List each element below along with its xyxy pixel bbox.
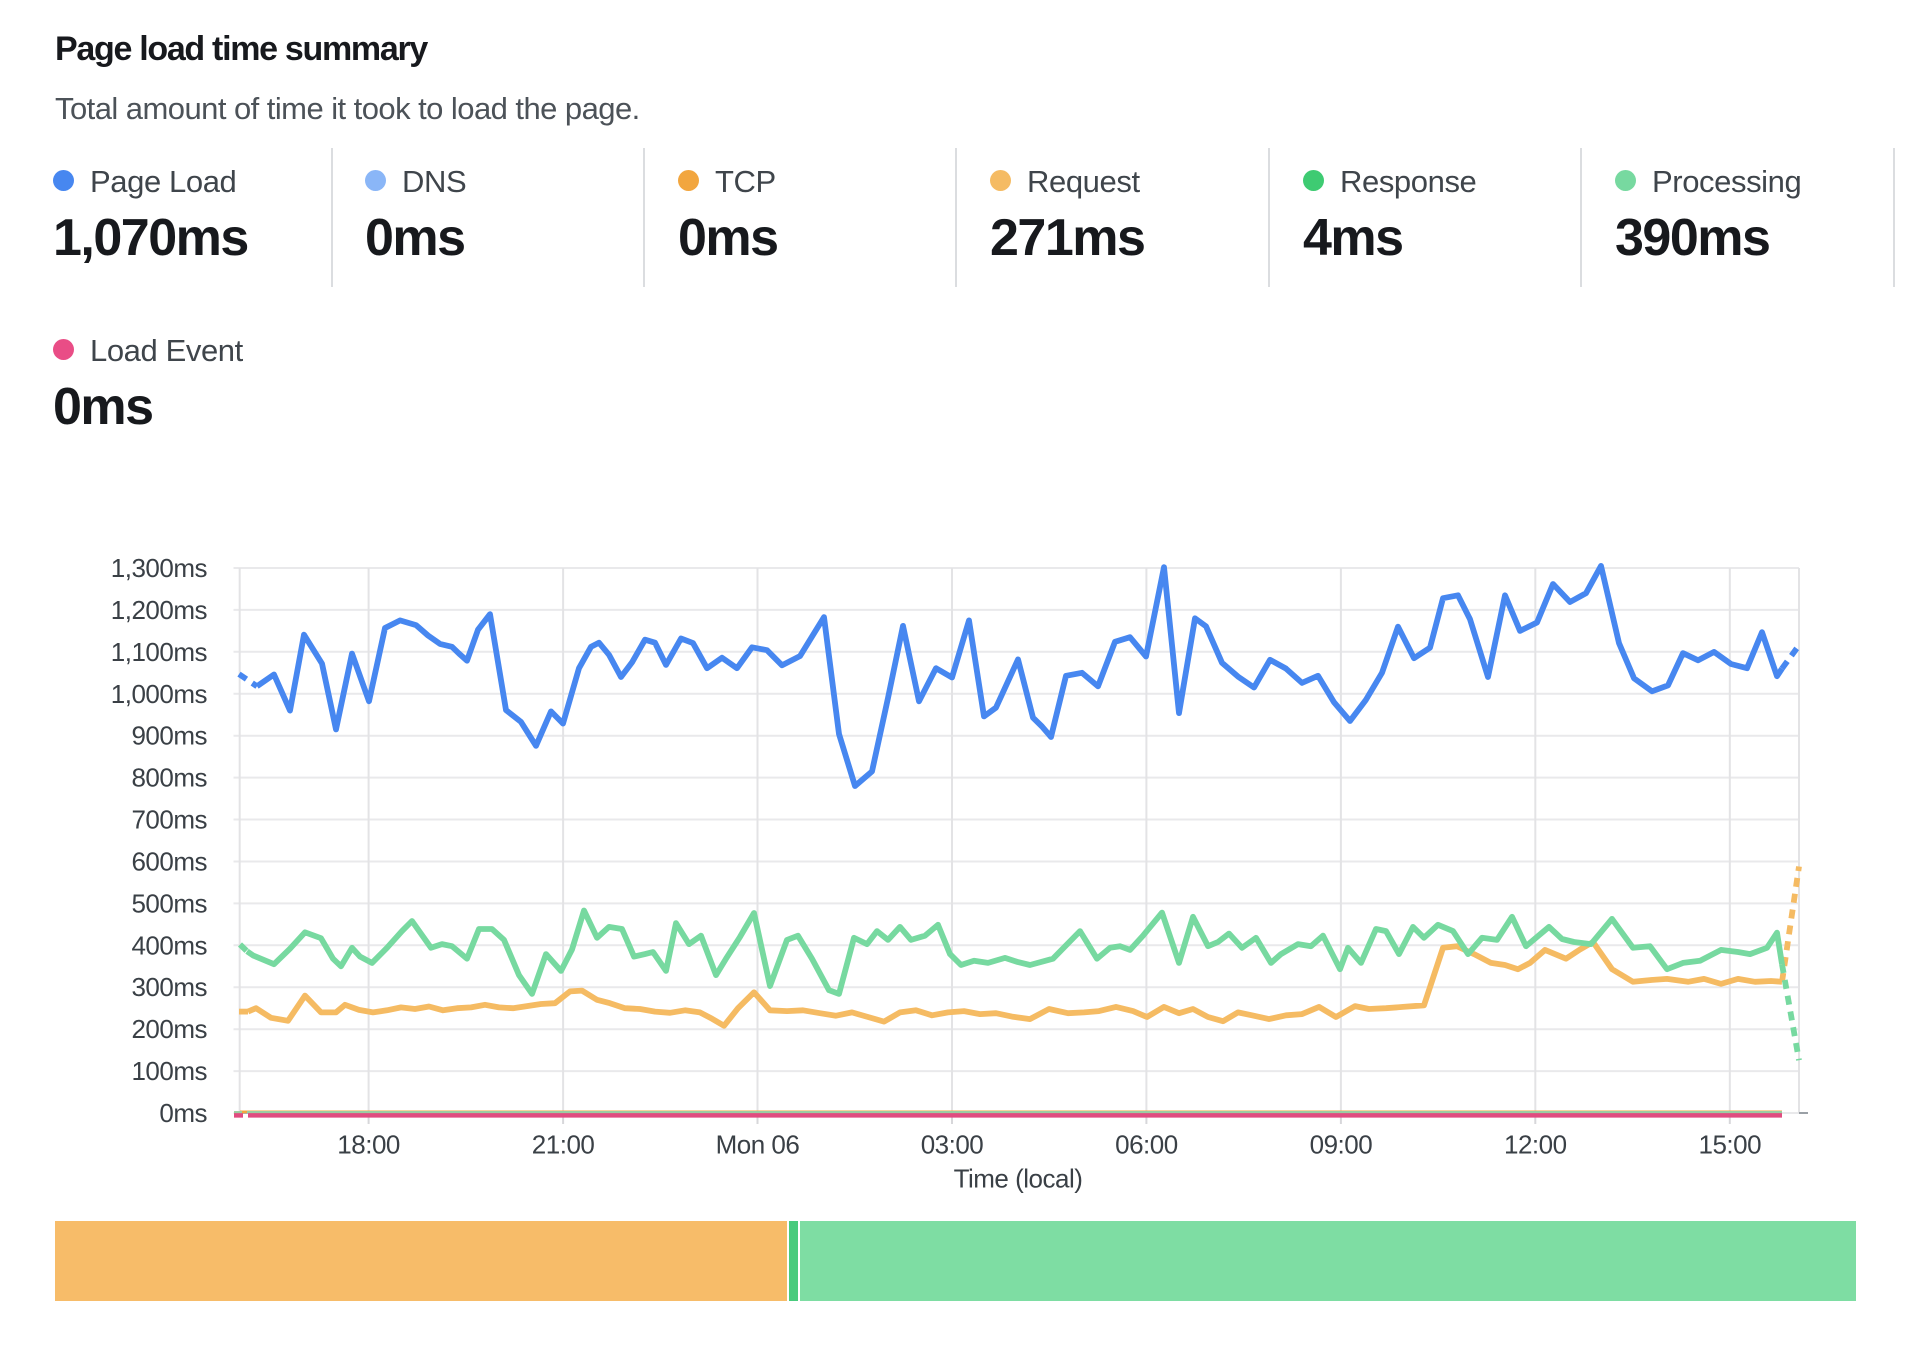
svg-text:0ms: 0ms (159, 1098, 207, 1128)
svg-text:1,000ms: 1,000ms (111, 679, 208, 709)
svg-text:800ms: 800ms (131, 763, 207, 793)
svg-text:06:00: 06:00 (1115, 1130, 1178, 1160)
svg-text:03:00: 03:00 (921, 1130, 984, 1160)
svg-text:500ms: 500ms (131, 888, 207, 918)
svg-text:400ms: 400ms (131, 930, 207, 960)
svg-text:300ms: 300ms (131, 972, 207, 1002)
svg-text:900ms: 900ms (131, 721, 207, 751)
svg-text:09:00: 09:00 (1310, 1130, 1373, 1160)
svg-text:21:00: 21:00 (532, 1130, 595, 1160)
svg-text:12:00: 12:00 (1504, 1130, 1567, 1160)
svg-text:1,200ms: 1,200ms (111, 595, 208, 625)
svg-text:200ms: 200ms (131, 1014, 207, 1044)
svg-text:700ms: 700ms (131, 805, 207, 835)
svg-text:Mon 06: Mon 06 (716, 1130, 800, 1160)
svg-text:600ms: 600ms (131, 847, 207, 877)
svg-text:15:00: 15:00 (1699, 1130, 1762, 1160)
svg-text:1,300ms: 1,300ms (111, 553, 208, 583)
svg-text:100ms: 100ms (131, 1056, 207, 1086)
svg-text:1,100ms: 1,100ms (111, 637, 208, 667)
svg-text:Time (local): Time (local) (954, 1164, 1083, 1194)
svg-text:18:00: 18:00 (337, 1130, 400, 1160)
